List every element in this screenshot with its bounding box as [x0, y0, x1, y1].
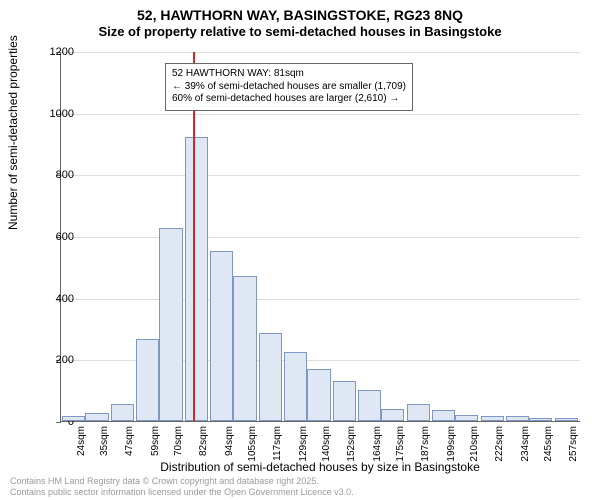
histogram-bar	[259, 333, 282, 421]
xtick-label: 94sqm	[224, 426, 235, 456]
xtick-label: 105sqm	[247, 426, 258, 462]
chart-title: 52, HAWTHORN WAY, BASINGSTOKE, RG23 8NQ …	[0, 0, 600, 41]
xtick-label: 187sqm	[420, 426, 431, 462]
x-axis-label: Distribution of semi-detached houses by …	[60, 460, 580, 474]
ytick-label: 600	[34, 231, 74, 243]
xtick-label: 70sqm	[173, 426, 184, 456]
histogram-bar	[233, 276, 256, 421]
histogram-bar	[555, 418, 578, 421]
histogram-bar	[85, 413, 108, 421]
annotation-box: 52 HAWTHORN WAY: 81sqm← 39% of semi-deta…	[165, 63, 413, 111]
annotation-line-1: 52 HAWTHORN WAY: 81sqm	[172, 68, 406, 81]
xtick-label: 24sqm	[76, 426, 87, 456]
footer-line-2: Contains public sector information licen…	[10, 487, 354, 498]
title-line-2: Size of property relative to semi-detach…	[0, 24, 600, 41]
footer-attribution: Contains HM Land Registry data © Crown c…	[10, 476, 354, 498]
chart-container: 52, HAWTHORN WAY, BASINGSTOKE, RG23 8NQ …	[0, 0, 600, 500]
annotation-line-3: 60% of semi-detached houses are larger (…	[172, 93, 406, 106]
gridline	[61, 114, 580, 115]
xtick-label: 35sqm	[99, 426, 110, 456]
plot-area: 52 HAWTHORN WAY: 81sqm← 39% of semi-deta…	[60, 52, 580, 422]
histogram-bar	[481, 416, 504, 421]
xtick-label: 47sqm	[124, 426, 135, 456]
histogram-bar	[506, 416, 529, 421]
gridline	[61, 52, 580, 53]
xtick-label: 117sqm	[272, 426, 283, 461]
footer-line-1: Contains HM Land Registry data © Crown c…	[10, 476, 354, 487]
gridline	[61, 299, 580, 300]
histogram-bar	[358, 390, 381, 421]
histogram-bar	[333, 381, 356, 421]
xtick-label: 199sqm	[446, 426, 457, 462]
histogram-bar	[455, 415, 478, 421]
xtick-label: 257sqm	[568, 426, 579, 462]
histogram-bar	[407, 404, 430, 421]
xtick-label: 222sqm	[494, 426, 505, 462]
xtick-label: 129sqm	[298, 426, 309, 462]
xtick-label: 164sqm	[372, 426, 383, 462]
gridline	[61, 237, 580, 238]
ytick-label: 800	[34, 169, 74, 181]
xtick-label: 152sqm	[346, 426, 357, 462]
ytick-label: 400	[34, 293, 74, 305]
y-axis-label: Number of semi-detached properties	[6, 35, 20, 230]
histogram-bar	[432, 410, 455, 421]
xtick-label: 59sqm	[150, 426, 161, 456]
ytick-label: 1200	[34, 46, 74, 58]
plot-area-wrap: 52 HAWTHORN WAY: 81sqm← 39% of semi-deta…	[60, 52, 580, 422]
title-line-1: 52, HAWTHORN WAY, BASINGSTOKE, RG23 8NQ	[0, 6, 600, 24]
histogram-bar	[284, 352, 307, 421]
histogram-bar	[159, 228, 182, 421]
histogram-bar	[62, 416, 85, 421]
histogram-bar	[185, 137, 208, 421]
gridline	[61, 175, 580, 176]
xtick-label: 140sqm	[321, 426, 332, 462]
histogram-bar	[307, 369, 330, 421]
xtick-label: 210sqm	[469, 426, 480, 462]
histogram-bar	[111, 404, 134, 421]
histogram-bar	[136, 339, 159, 421]
xtick-label: 82sqm	[198, 426, 209, 456]
annotation-line-2: ← 39% of semi-detached houses are smalle…	[172, 81, 406, 94]
ytick-label: 1000	[34, 108, 74, 120]
xtick-label: 245sqm	[543, 426, 554, 462]
ytick-label: 200	[34, 354, 74, 366]
histogram-bar	[529, 418, 552, 421]
histogram-bar	[210, 251, 233, 421]
xtick-label: 175sqm	[395, 426, 406, 462]
xtick-label: 234sqm	[520, 426, 531, 462]
histogram-bar	[381, 409, 404, 421]
